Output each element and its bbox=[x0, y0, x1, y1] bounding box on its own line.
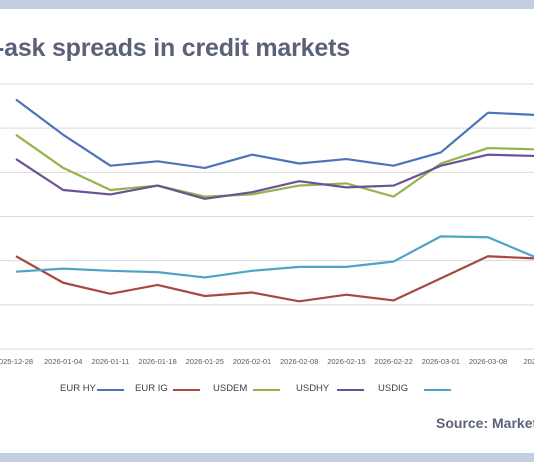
x-tick-label: 2026-01-11 bbox=[91, 357, 129, 366]
top-border-band bbox=[0, 0, 534, 9]
chart-title: -ask spreads in credit markets bbox=[0, 34, 350, 62]
x-tick-label: 2026-03-08 bbox=[469, 357, 507, 366]
x-tick-label: 2026-03-01 bbox=[422, 357, 460, 366]
x-tick-label: 2026-01-25 bbox=[186, 357, 224, 366]
legend-label: USDHY bbox=[296, 383, 330, 394]
series-line-3 bbox=[15, 133, 534, 198]
series-line-2 bbox=[15, 255, 534, 303]
x-tick-label: 2026-01-04 bbox=[44, 357, 82, 366]
x-tick-label: 025-12-28 bbox=[0, 357, 33, 366]
series-line-1 bbox=[15, 98, 534, 170]
chart-legend: EUR HY EUR IG USDEM USDHY USDIG bbox=[0, 382, 534, 398]
x-tick-label: 2026-02-15 bbox=[327, 357, 365, 366]
legend-swatch bbox=[337, 389, 364, 391]
legend-label: EUR HY bbox=[60, 383, 96, 394]
series-line-5 bbox=[15, 235, 534, 279]
legend-label: USDIG bbox=[378, 383, 409, 394]
x-tick-label: 2026-01-18 bbox=[138, 357, 176, 366]
series-line-4 bbox=[15, 153, 534, 200]
legend-swatch bbox=[173, 389, 200, 391]
bottom-border-band bbox=[0, 453, 534, 462]
x-tick-label: 2026-02-01 bbox=[233, 357, 271, 366]
legend-swatch bbox=[253, 389, 280, 391]
x-tick-label: 2026-02-08 bbox=[280, 357, 318, 366]
legend-swatch bbox=[424, 389, 451, 391]
legend-label: USDEM bbox=[213, 383, 248, 394]
legend-label: EUR IG bbox=[135, 383, 168, 394]
x-tick-label: 2026-0 bbox=[524, 357, 534, 366]
source-note: Source: Market bbox=[436, 415, 534, 431]
x-tick-label: 2026-02-22 bbox=[374, 357, 412, 366]
legend-swatch bbox=[97, 389, 124, 391]
